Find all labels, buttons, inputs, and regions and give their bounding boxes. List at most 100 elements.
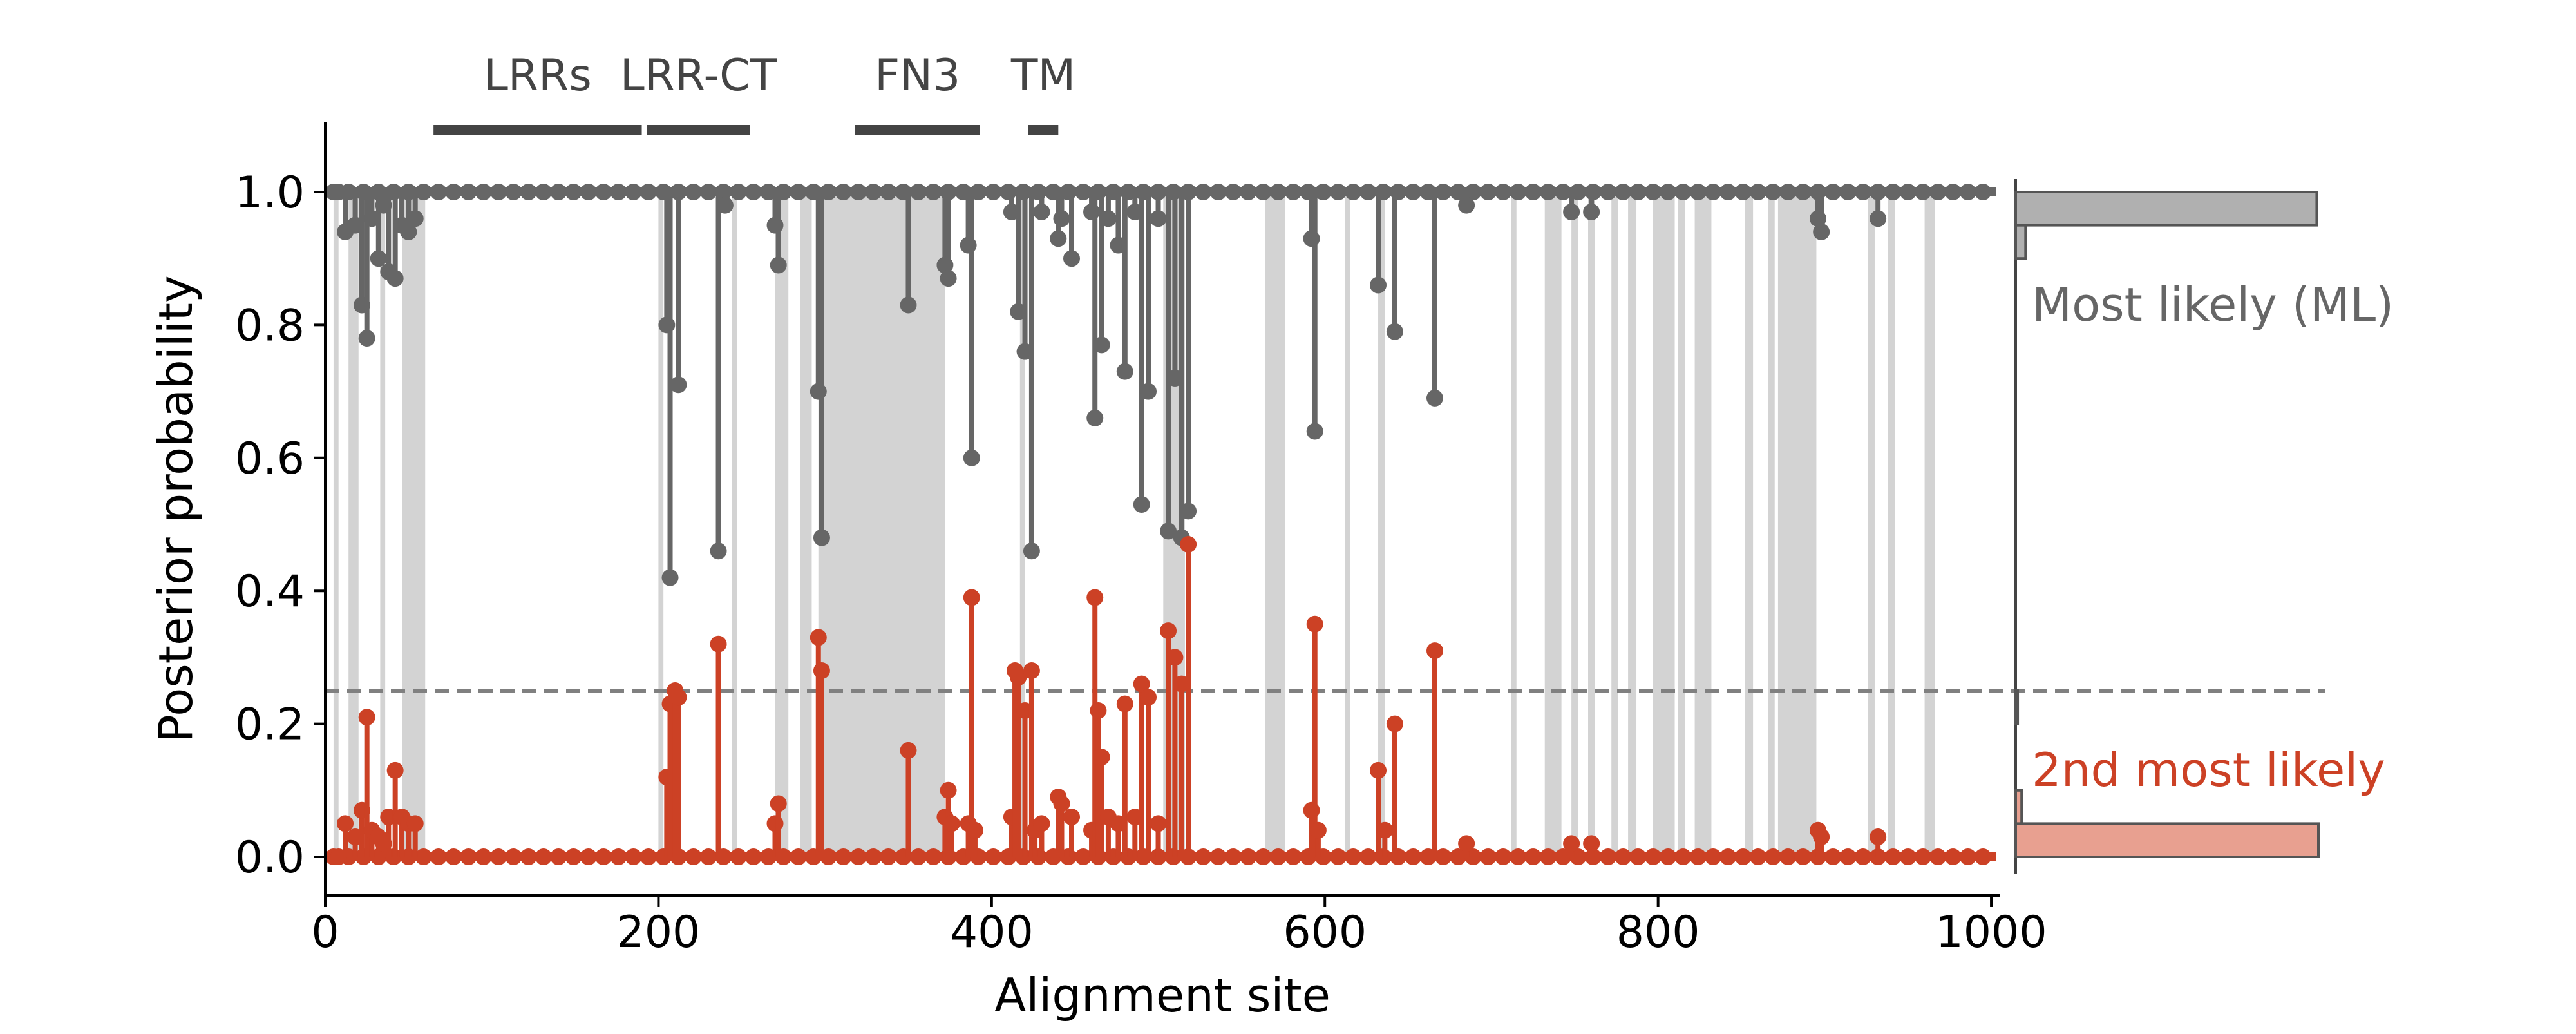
gap-region [348,192,359,857]
data-point [670,689,687,706]
data-point [1563,203,1580,220]
baseline-point [1959,184,1976,200]
gap-region [1888,192,1895,857]
baseline-point [535,848,552,865]
data-point [1813,223,1830,240]
baseline-point [1195,184,1212,200]
gap-region [1694,192,1712,857]
baseline-point [1434,848,1452,865]
data-point [1099,210,1117,227]
gap-region [380,192,386,857]
baseline-point [1209,184,1227,200]
baseline-point [565,184,582,200]
baseline-point [1660,184,1677,200]
baseline-point [1269,848,1287,865]
baseline-point [1539,848,1557,865]
baseline-point [1329,184,1347,200]
data-point [1180,503,1197,520]
data-point [1370,761,1387,779]
data-point [1140,383,1157,400]
baseline-point [535,184,552,200]
series-layer [325,184,1996,865]
data-point [1133,496,1150,513]
baseline-point [580,848,597,865]
baseline-point [1075,848,1092,865]
data-point [1309,821,1327,839]
side-histogram [2014,179,2320,874]
baseline-point [1660,848,1677,865]
baseline-point [865,848,882,865]
data-point [1086,589,1104,606]
axes-layer: 0 200 400 600 800 1000 0.0 0.2 0.4 0.6 0.8 1.0 Align… [149,122,2047,1022]
baseline-point [1405,848,1422,865]
baseline-point [1629,848,1647,865]
data-point [710,635,727,653]
data-point [1093,749,1110,766]
baseline-point [1359,848,1377,865]
data-point [1386,715,1403,732]
baseline-point [730,848,747,865]
y-tick-label: 0.8 [235,300,305,351]
baseline-point [475,848,492,865]
data-point [670,376,687,394]
data-point [1116,695,1133,713]
gap-region [1868,192,1875,857]
baseline-point [1524,848,1542,865]
data-point [1160,622,1177,640]
baseline-point [1314,184,1332,200]
baseline-point [1854,184,1871,200]
series-labels: Most likely (ML) 2nd most likely [2032,278,2394,797]
baseline-point [1285,848,1302,865]
baseline-point [1929,184,1947,200]
baseline-point [460,184,477,200]
baseline-point [1884,184,1902,200]
data-point [963,449,980,466]
x-tick-label: 600 [1283,907,1367,958]
domain-label: TM [1010,50,1075,101]
data-point [1150,210,1167,227]
baseline-point [849,848,867,865]
baseline-point [595,184,612,200]
hist-bar [2014,789,2023,825]
y-tick-label: 0.2 [235,700,305,751]
domain-label: LRRs [484,50,592,101]
data-point [358,330,375,347]
baseline-point [1899,184,1917,200]
data-point [1050,230,1067,247]
data-point [1306,615,1323,633]
data-point [1133,675,1150,693]
baseline-point [925,184,942,200]
data-point [400,223,417,240]
data-point [1093,336,1110,354]
baseline-point [1765,848,1782,865]
baseline-point [1479,848,1497,865]
y-tick-label: 0.4 [235,566,305,617]
baseline-point [415,184,432,200]
baseline-point [580,184,597,200]
baseline-point [1824,848,1842,865]
hist-bar [2014,191,2318,227]
data-point [1150,815,1167,832]
baseline-point [550,848,567,865]
data-point [1033,815,1050,832]
gap-region [1628,192,1637,857]
baseline-point [1615,848,1632,865]
baseline-point [730,184,747,200]
baseline-point [1255,184,1272,200]
gap-region [1571,192,1578,857]
data-point [370,250,387,267]
data-point [386,270,404,287]
data-point [1063,250,1081,267]
data-point [940,270,957,287]
gap-region [1924,192,1935,857]
baseline-point [1929,848,1947,865]
baseline-point [1524,184,1542,200]
data-point [1870,828,1887,846]
baseline-point [700,848,717,865]
data-point [1090,702,1107,719]
baseline-point [610,848,627,865]
baseline-point [445,848,462,865]
baseline-point [1794,184,1812,200]
data-point [1563,835,1580,852]
hist-bar [2014,822,2320,859]
